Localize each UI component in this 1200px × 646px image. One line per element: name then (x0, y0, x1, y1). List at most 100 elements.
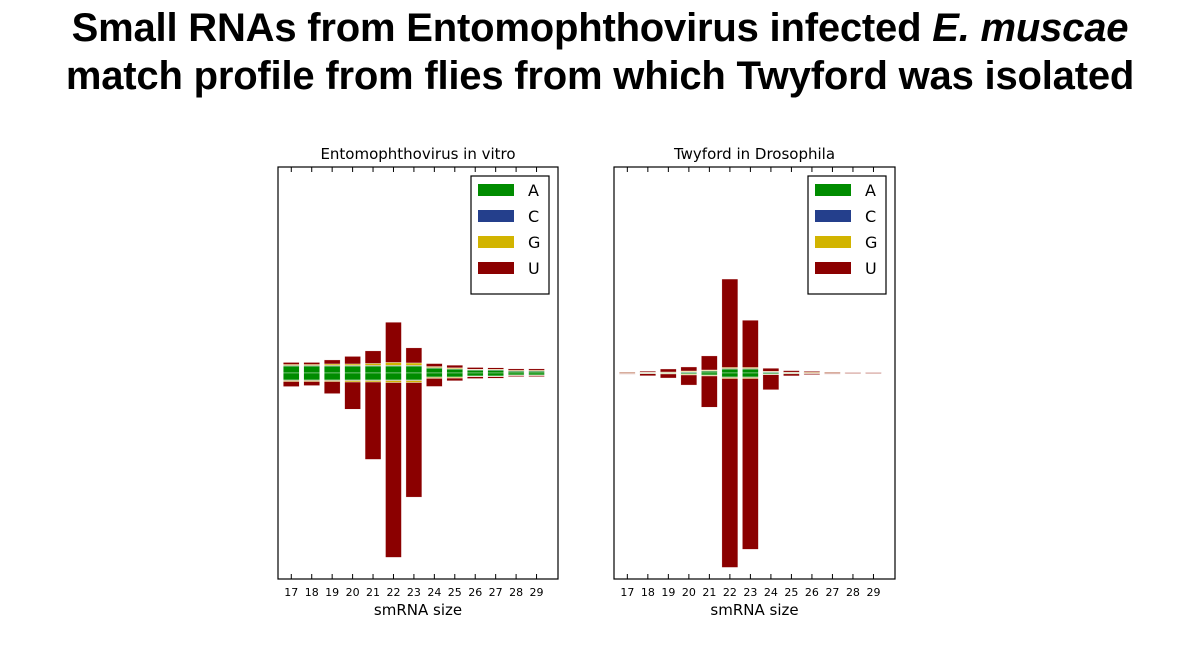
bar-G-negative-23 (405, 380, 423, 383)
bar-U-positive-27 (487, 367, 504, 370)
bar-A-negative-23 (405, 372, 423, 381)
tick-label-29: 29 (866, 586, 880, 599)
legend-label-U: U (528, 259, 540, 278)
bar-A-negative-23 (742, 372, 759, 378)
tick-label-19: 19 (661, 586, 675, 599)
bar-A-positive-22 (721, 368, 739, 374)
bar-U-positive-28 (507, 368, 525, 371)
bar-U-positive-28 (844, 372, 862, 373)
bar-A-positive-21 (364, 365, 382, 374)
bar-U-negative-19 (660, 373, 677, 379)
legend-label-C: C (528, 207, 539, 226)
bar-U-negative-20 (680, 374, 698, 386)
bar-U-positive-18 (303, 362, 320, 365)
bar-A-negative-27 (487, 372, 504, 377)
bar-U-positive-21 (364, 350, 382, 364)
tick-label-22: 22 (723, 586, 737, 599)
tick-label-17: 17 (284, 586, 298, 599)
bar-U-negative-20 (344, 381, 361, 410)
legend-label-G: G (528, 233, 540, 252)
bar-A-positive-25 (446, 368, 463, 374)
legend-label-G: G (865, 233, 877, 252)
chart-1: 17 18 19 20 21 22 23 24 25 26 27 28 29 Entomophthovir… (277, 145, 559, 619)
bar-A-positive-24 (426, 367, 443, 374)
bars (619, 278, 882, 568)
tick-label-23: 23 (743, 586, 757, 599)
x-axis-label: smRNA size (374, 601, 462, 619)
bar-G-positive-22 (385, 362, 402, 366)
bar-U-negative-22 (721, 378, 739, 568)
bar-U-negative-21 (701, 375, 718, 408)
legend-swatch-A (815, 184, 851, 196)
bar-U-positive-19 (324, 359, 341, 365)
legend-swatch-C (815, 210, 851, 222)
plot-frame (613, 166, 896, 580)
bar-U-positive-22 (385, 322, 402, 363)
bar-U-positive-17 (283, 362, 300, 365)
tick-label-20: 20 (682, 586, 696, 599)
bar-G-positive-19 (324, 363, 341, 366)
legend-swatch-G (478, 236, 514, 248)
bar-A-negative-25 (446, 372, 463, 378)
tick-label-21: 21 (702, 586, 716, 599)
tick-label-25: 25 (784, 586, 798, 599)
bar-A-positive-19 (324, 365, 341, 374)
slide-title: Small RNAs from Entomophthovirus infecte… (0, 4, 1200, 100)
bar-A-negative-19 (324, 372, 341, 381)
bar-A-negative-22 (385, 372, 402, 381)
bar-U-negative-25 (446, 377, 463, 382)
legend-label-A: A (528, 181, 539, 200)
bar-U-positive-24 (762, 368, 780, 372)
bar-A-negative-18 (303, 372, 320, 381)
legend-swatch-C (478, 210, 514, 222)
bar-U-positive-24 (426, 363, 443, 367)
bar-G-negative-20 (344, 380, 361, 383)
x-ticks: 17 18 19 20 21 22 23 24 25 26 27 28 29 (284, 167, 544, 599)
tick-label-26: 26 (805, 586, 819, 599)
bar-G-negative-21 (364, 380, 382, 383)
bar-U-negative-24 (426, 378, 443, 387)
bar-G-positive-20 (344, 363, 361, 366)
bar-U-positive-19 (660, 368, 677, 373)
bar-U-negative-23 (742, 378, 759, 550)
chart-2: 17 18 19 20 21 22 23 24 25 26 27 28 29 Twyford in Dro… (613, 145, 896, 619)
bar-U-negative-17 (283, 381, 300, 387)
bar-U-positive-20 (680, 366, 698, 372)
x-axis-label: smRNA size (710, 601, 798, 619)
bar-U-negative-28 (507, 375, 525, 377)
bars (283, 322, 545, 558)
tick-label-27: 27 (489, 586, 503, 599)
bar-U-positive-23 (742, 320, 759, 368)
slide-title-line-1: Small RNAs from Entomophthovirus infecte… (0, 4, 1200, 52)
bar-U-negative-24 (762, 374, 780, 390)
tick-label-19: 19 (325, 586, 339, 599)
tick-label-18: 18 (641, 586, 655, 599)
bar-U-negative-23 (405, 382, 423, 498)
bar-U-negative-27 (487, 376, 504, 379)
tick-label-25: 25 (448, 586, 462, 599)
tick-label-26: 26 (468, 586, 482, 599)
legend-swatch-U (478, 262, 514, 274)
bar-A-negative-20 (344, 372, 361, 381)
chart-title: Twyford in Drosophila (673, 145, 835, 163)
bar-U-negative-18 (639, 373, 657, 376)
bar-U-positive-21 (701, 355, 718, 371)
tick-label-28: 28 (509, 586, 523, 599)
bar-A-positive-23 (742, 368, 759, 374)
bar-A-positive-17 (283, 365, 300, 374)
bar-A-positive-22 (385, 365, 402, 374)
tick-label-18: 18 (305, 586, 319, 599)
bar-G-positive-21 (364, 363, 382, 366)
bar-A-positive-18 (303, 365, 320, 374)
tick-label-17: 17 (620, 586, 634, 599)
bar-U-positive-22 (721, 278, 739, 368)
bar-A-negative-21 (364, 372, 382, 381)
bar-U-negative-22 (385, 382, 402, 558)
legend-label-A: A (865, 181, 876, 200)
bar-A-positive-20 (344, 365, 361, 374)
legend-label-C: C (865, 207, 876, 226)
bar-A-negative-21 (701, 372, 718, 376)
chart-title: Entomophthovirus in vitro (320, 145, 515, 163)
bar-A-negative-26 (467, 372, 484, 377)
